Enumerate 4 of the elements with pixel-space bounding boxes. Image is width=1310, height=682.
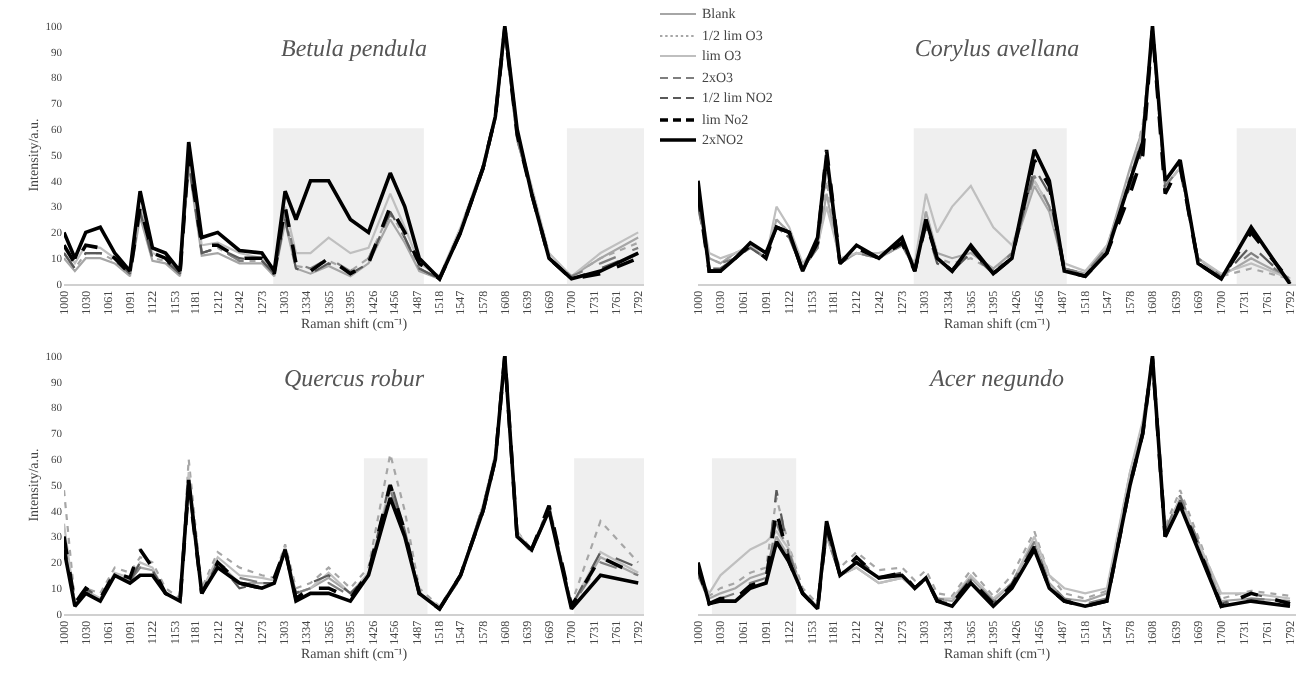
chart-title: Acer negundo (928, 363, 1064, 392)
chart-title: Corylus avellana (914, 33, 1080, 62)
chart-title: Quercus robur (283, 363, 425, 392)
chart-title: Betula pendula (281, 33, 427, 62)
